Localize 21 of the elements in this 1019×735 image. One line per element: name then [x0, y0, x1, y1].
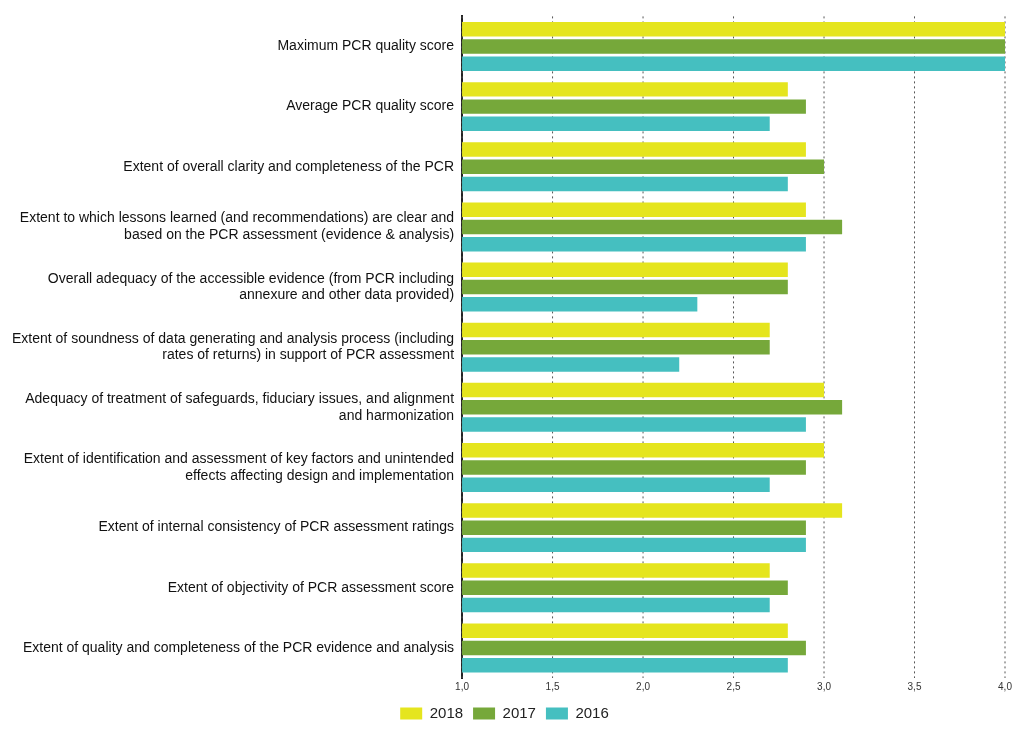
y-tick-label: Extent of soundness of data generating and analysis process (including rates of returns) in support of PCR assessment	[12, 329, 455, 363]
y-tick-label: Extent to which lessons learned (and recommendations) are clear and based on the PCR assessment (evidence & analysis)	[19, 209, 455, 243]
x-tick-label: 1,0	[455, 680, 470, 692]
x-tick-label: 2,5	[726, 680, 741, 692]
legend-label: 2017	[502, 703, 536, 721]
y-tick-label: Extent of quality and completeness of the PCR evidence and analysis	[22, 638, 455, 655]
legend-label: 2018	[429, 703, 464, 721]
y-tick-label: Extent of identification and assessment of key factors and unintended effects affecting design and implementation	[23, 449, 455, 483]
y-tick-label: Extent of overall clarity and completeness of the PCR	[123, 157, 455, 174]
y-tick-label: Overall adequacy of the accessible evidence (from PCR including annexure and other data provided)	[47, 269, 455, 303]
y-tick-label: Maximum PCR quality score	[277, 37, 455, 54]
y-tick-label: Extent of internal consistency of PCR assessment ratings	[98, 518, 455, 535]
y-tick-label: Average PCR quality score	[286, 97, 455, 114]
x-tick-label: 4,0	[998, 680, 1013, 692]
x-tick-label: 1,5	[545, 680, 560, 692]
x-tick-label: 3,5	[907, 680, 922, 692]
y-tick-label: Extent of objectivity of PCR assessment score	[167, 578, 455, 595]
x-tick-label: 2,0	[636, 680, 651, 692]
y-tick-label: Adequacy of treatment of safeguards, fiduciary issues, and alignment and harmonization	[25, 389, 455, 423]
legend-label: 2016	[575, 703, 609, 721]
x-tick-label: 3,0	[817, 680, 832, 692]
